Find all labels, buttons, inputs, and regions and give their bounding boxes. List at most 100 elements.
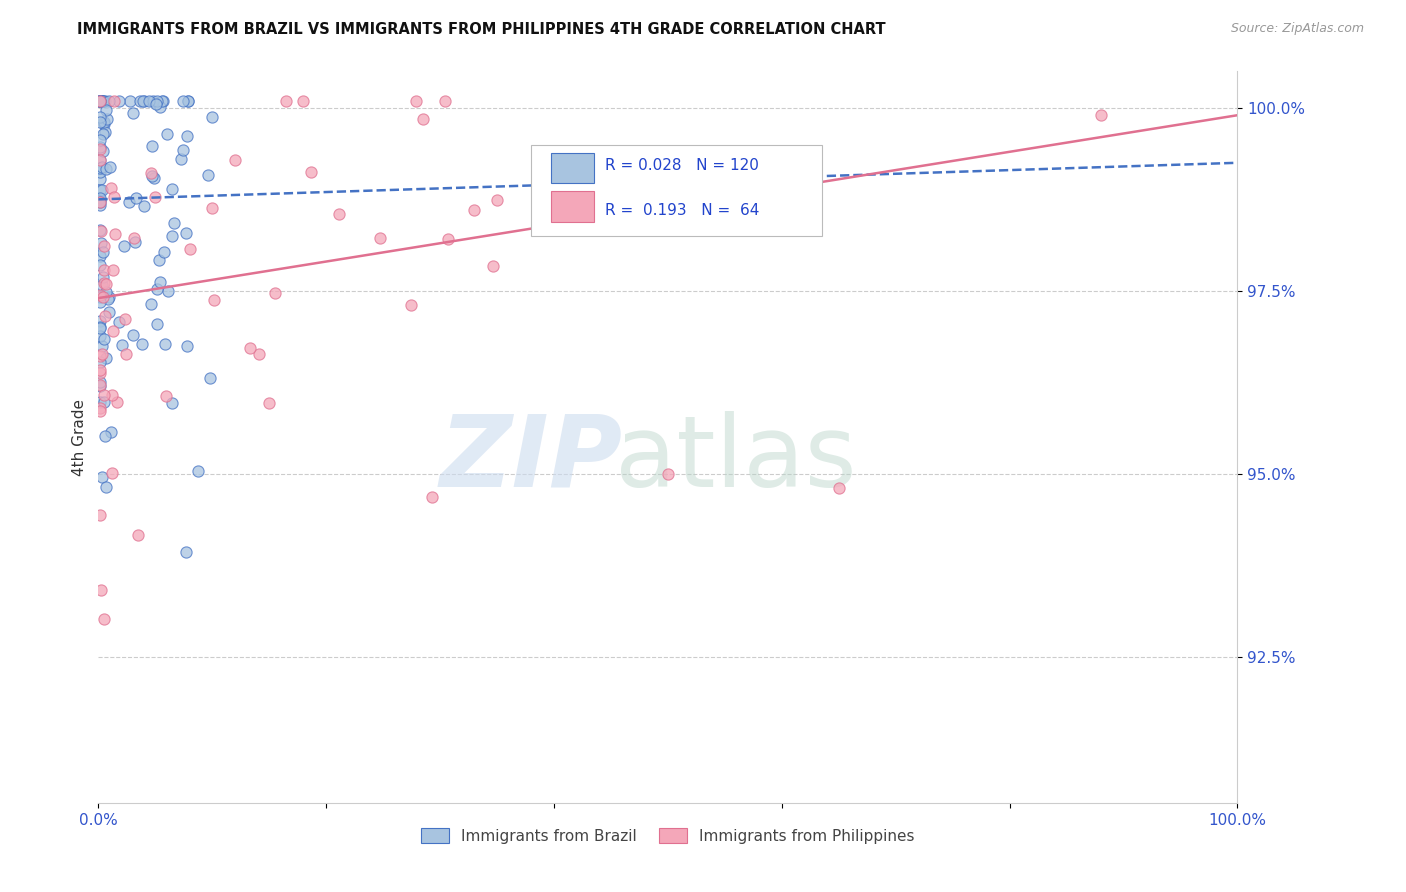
Point: [127, 528, 149, 542]
Point: [89, 401, 111, 415]
Point: [174, 226, 197, 240]
Text: atlas: atlas: [616, 410, 858, 508]
Point: [91, 127, 114, 141]
Point: [146, 317, 169, 331]
Point: [89, 378, 111, 392]
Point: [90, 582, 112, 597]
Point: [156, 285, 179, 299]
Point: [94, 309, 117, 323]
Point: [146, 94, 169, 108]
Point: [89, 319, 111, 334]
Point: [187, 464, 209, 478]
Point: [94, 277, 117, 292]
Point: [114, 311, 136, 326]
Point: [89, 142, 111, 156]
Point: [89, 197, 111, 211]
Point: [91, 269, 114, 284]
Point: [89, 194, 111, 208]
Point: [93, 332, 115, 346]
Point: [121, 106, 143, 120]
Point: [97, 305, 120, 319]
Point: [103, 94, 125, 108]
Point: [111, 338, 134, 352]
Point: [482, 259, 505, 273]
Point: [89, 288, 111, 302]
Point: [89, 153, 111, 167]
Point: [89, 115, 111, 129]
Point: [148, 253, 170, 268]
Point: [163, 216, 186, 230]
Point: [129, 94, 152, 108]
Point: [131, 337, 153, 351]
Point: [89, 94, 111, 108]
Point: [103, 263, 125, 277]
Point: [155, 389, 177, 403]
Point: [108, 94, 131, 108]
Point: [368, 230, 391, 244]
Bar: [551, 153, 593, 184]
Point: [89, 161, 111, 175]
Point: [437, 232, 460, 246]
Text: Source: ZipAtlas.com: Source: ZipAtlas.com: [1230, 22, 1364, 36]
Point: [89, 258, 111, 272]
Point: [93, 116, 115, 130]
Point: [292, 94, 315, 108]
Point: [100, 181, 122, 195]
Point: [138, 94, 160, 108]
Point: [125, 191, 148, 205]
Point: [162, 395, 184, 409]
Point: [93, 387, 115, 401]
Point: [433, 94, 456, 108]
Point: [100, 466, 122, 480]
Point: [142, 94, 165, 108]
Point: [89, 94, 111, 108]
Point: [145, 96, 167, 111]
Text: R = 0.028   N = 120: R = 0.028 N = 120: [605, 158, 759, 173]
Point: [122, 327, 145, 342]
Point: [169, 153, 191, 167]
Y-axis label: 4th Grade: 4th Grade: [72, 399, 87, 475]
Point: [90, 94, 112, 108]
Point: [176, 128, 198, 143]
Point: [91, 245, 114, 260]
Point: [89, 94, 111, 108]
Point: [91, 144, 114, 158]
Point: [89, 355, 111, 369]
Point: [93, 263, 115, 277]
Point: [97, 292, 120, 306]
Point: [89, 165, 111, 179]
Point: [176, 94, 198, 108]
Point: [89, 314, 111, 328]
Point: [100, 425, 122, 440]
Point: [150, 94, 173, 108]
Point: [93, 612, 115, 626]
Point: [239, 341, 262, 355]
Point: [89, 295, 111, 310]
Point: [401, 298, 423, 312]
Point: [107, 315, 129, 329]
Point: [420, 490, 443, 504]
Point: [162, 182, 184, 196]
Point: [463, 202, 485, 217]
Point: [172, 143, 194, 157]
Point: [89, 110, 111, 124]
Point: [89, 249, 111, 263]
Point: [104, 227, 127, 241]
Point: [89, 94, 111, 108]
Point: [91, 94, 114, 108]
Point: [89, 183, 111, 197]
Point: [94, 480, 117, 494]
Point: [107, 394, 129, 409]
Point: [89, 394, 111, 409]
Point: [89, 403, 111, 417]
Point: [141, 138, 163, 153]
Point: [89, 194, 111, 209]
Point: [264, 286, 287, 301]
Point: [405, 94, 427, 108]
FancyBboxPatch shape: [531, 145, 821, 235]
Point: [124, 235, 146, 249]
Point: [89, 94, 111, 108]
Point: [89, 223, 111, 237]
Point: [94, 94, 117, 108]
Point: [93, 395, 115, 409]
